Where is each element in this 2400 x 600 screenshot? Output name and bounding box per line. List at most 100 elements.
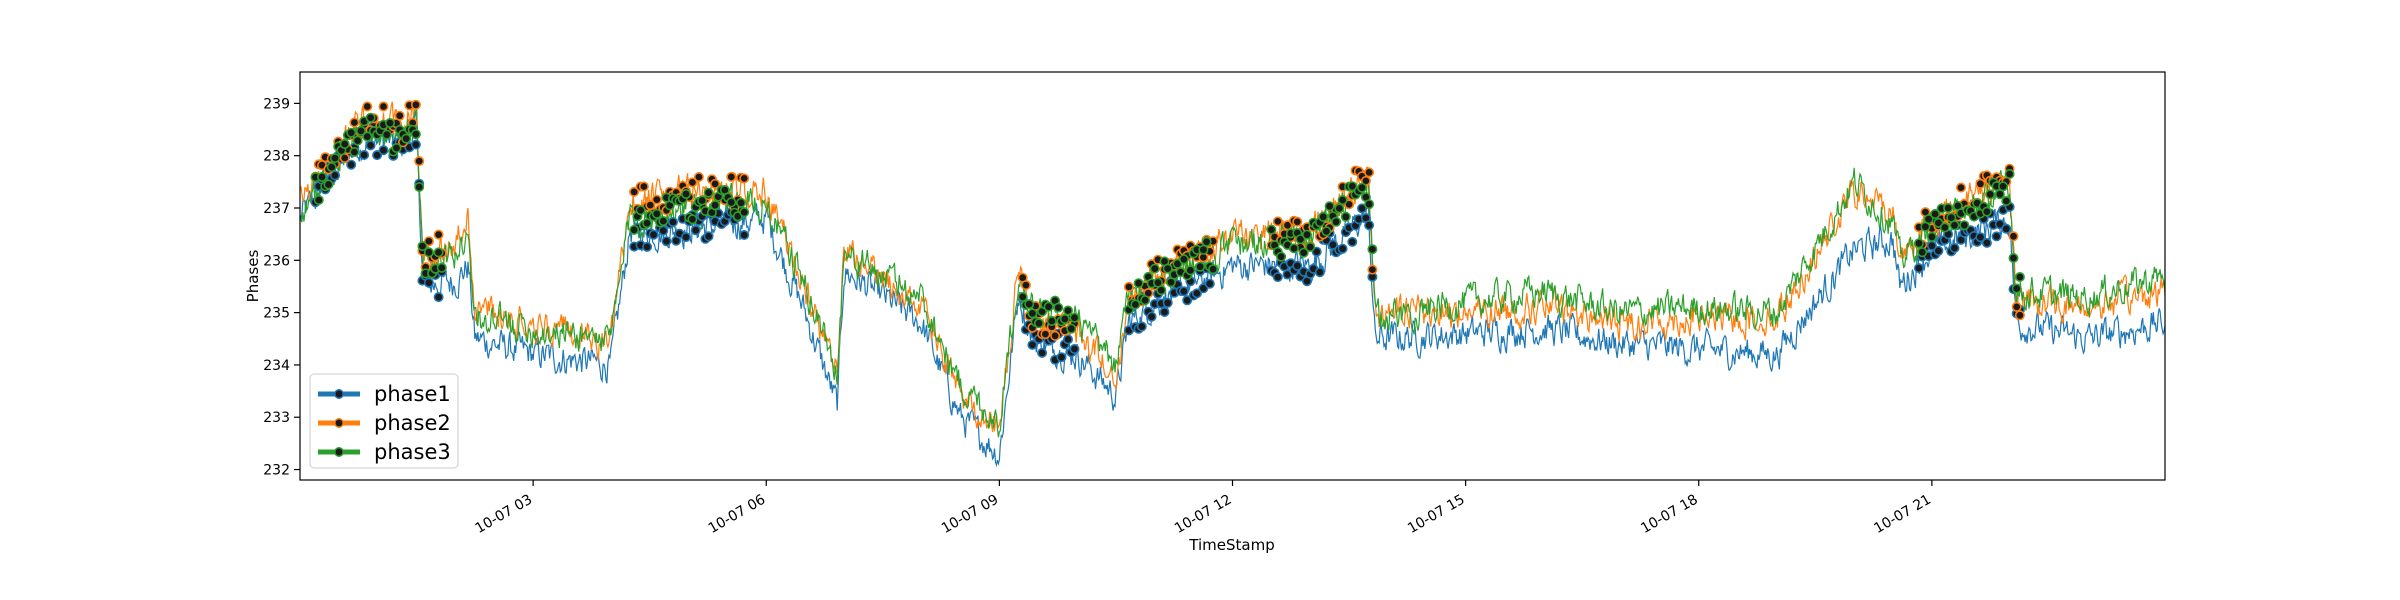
legend-marker-phase2 [334,418,344,428]
data-marker [1991,231,2002,242]
data-marker [651,194,662,205]
data-marker [1040,329,1051,340]
data-marker [1367,264,1378,275]
legend-label-phase3: phase3 [374,440,451,464]
data-marker [1295,234,1306,245]
data-marker [739,173,750,184]
data-marker [1949,243,1960,254]
data-marker [667,217,678,228]
data-marker [1913,238,1924,249]
y-tick-label: 238 [263,149,290,165]
data-marker [1324,201,1335,212]
data-marker [2001,196,2012,207]
data-marker [359,150,370,161]
data-marker [690,225,701,236]
data-marker [1956,182,1967,193]
data-marker [1949,220,1960,231]
data-marker [1959,220,1970,231]
data-marker [326,162,337,173]
data-marker [1069,343,1080,354]
legend-label-phase1: phase1 [374,382,451,406]
data-marker [414,182,425,193]
data-marker [1347,236,1358,247]
legend-label-phase2: phase2 [374,411,451,435]
data-marker [739,207,750,218]
series-line-phase3 [300,101,2165,438]
data-marker [1933,245,1944,256]
data-marker [693,172,704,183]
data-marker [629,186,640,197]
data-marker [436,262,447,273]
y-tick-label: 233 [263,410,290,426]
legend-marker-phase3 [334,447,344,457]
data-marker [2004,169,2015,180]
data-marker [410,129,421,140]
data-marker [1156,285,1167,296]
data-marker [2011,301,2022,312]
data-marker [651,208,662,219]
data-marker [1046,315,1057,326]
legend-box [309,373,459,469]
data-marker [372,150,383,161]
data-marker [642,241,653,252]
data-marker [1133,278,1144,289]
data-marker [417,241,428,252]
data-marker [1198,244,1209,255]
data-marker [1162,263,1173,274]
data-marker [365,140,376,151]
data-marker [355,125,366,136]
data-marker [1208,264,1219,275]
data-marker [2014,310,2025,321]
data-marker [1943,203,1954,214]
data-marker [316,172,327,183]
data-marker [1272,272,1283,283]
data-marker [635,205,646,216]
data-marker [433,292,444,303]
data-marker [1140,295,1151,306]
data-marker [1066,323,1077,334]
data-marker [1930,209,1941,220]
data-marker [378,101,389,112]
data-marker [1917,247,1928,258]
data-marker [1289,243,1300,254]
data-marker [410,99,421,110]
data-marker [1337,195,1348,206]
data-marker [414,156,425,167]
data-marker [1136,321,1147,332]
data-marker [329,153,340,164]
data-marker [629,224,640,235]
data-marker [661,236,672,247]
data-marker [1159,306,1170,317]
data-marker [687,214,698,225]
data-marker [1182,295,1193,306]
y-axis-label: Phases [244,250,262,303]
data-marker [1321,226,1332,237]
data-marker [658,216,669,227]
data-marker [687,177,698,188]
data-marker [1337,243,1348,254]
data-marker [1027,339,1038,350]
data-marker [1191,288,1202,299]
data-marker [378,145,389,156]
data-marker [1340,211,1351,222]
data-marker [1027,308,1038,319]
data-marker [1272,216,1283,227]
data-marker [362,131,373,142]
data-marker [394,110,405,121]
data-marker [1195,261,1206,272]
data-marker [1913,263,1924,274]
y-axis: 232 233 234 235 236 237 238 239 [263,96,300,479]
data-marker [1063,334,1074,345]
y-tick-label: 232 [263,463,290,479]
data-marker [1981,206,1992,217]
data-marker [1318,211,1329,222]
data-marker [1053,302,1064,313]
data-marker [726,197,737,208]
data-marker [1123,281,1134,292]
data-marker [1069,312,1080,323]
data-marker [710,178,721,189]
data-marker [735,197,746,208]
data-marker [401,133,412,144]
data-marker [1302,229,1313,240]
